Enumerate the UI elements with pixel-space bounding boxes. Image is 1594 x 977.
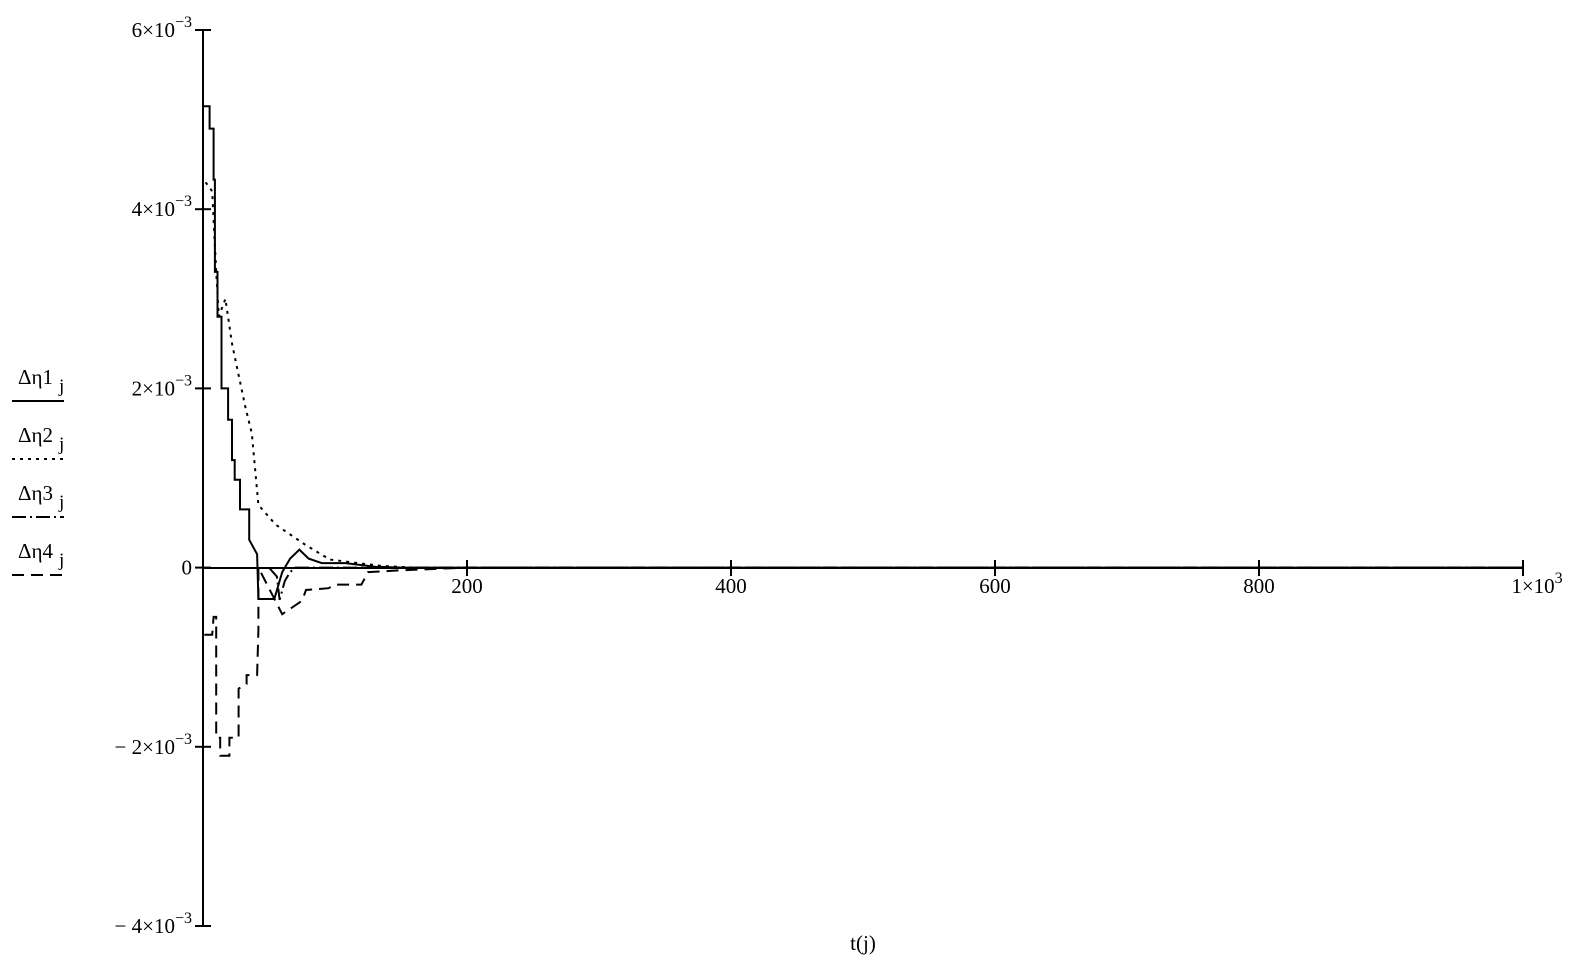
series-line-eta4 (204, 566, 1523, 757)
legend-label-eta1: Δη1 j (18, 365, 64, 397)
legend: Δη1 j Δη2 j Δη3 j Δη4 j (12, 365, 64, 576)
y-tick-label: 4×10−3 (132, 193, 192, 221)
x-tick-label: 800 (1243, 574, 1275, 598)
y-tick-label: − 2×10−3 (115, 731, 192, 759)
series-layer (203, 105, 1523, 757)
ticks-layer: 200 400 600 800 1×103 6×10−3 4×10−3 2×10−3 0 − 2×… (115, 14, 1563, 938)
series-line-eta2 (204, 181, 1523, 569)
x-tick-label: 200 (451, 574, 483, 598)
x-axis-label: t(j) (850, 931, 876, 955)
legend-label-eta2: Δη2 j (18, 423, 64, 455)
y-tick-label: 0 (182, 556, 193, 580)
x-tick-label: 600 (979, 574, 1011, 598)
y-tick-label: 6×10−3 (132, 14, 192, 42)
x-tick-label: 400 (715, 574, 747, 598)
y-tick-label: 2×10−3 (132, 372, 192, 400)
legend-label-eta4: Δη4 j (18, 539, 64, 571)
legend-label-eta3: Δη3 j (18, 481, 64, 513)
series-line-eta1 (203, 105, 1523, 600)
y-tick-label: − 4×10−3 (115, 910, 192, 938)
x-tick-label: 1×103 (1511, 570, 1562, 598)
